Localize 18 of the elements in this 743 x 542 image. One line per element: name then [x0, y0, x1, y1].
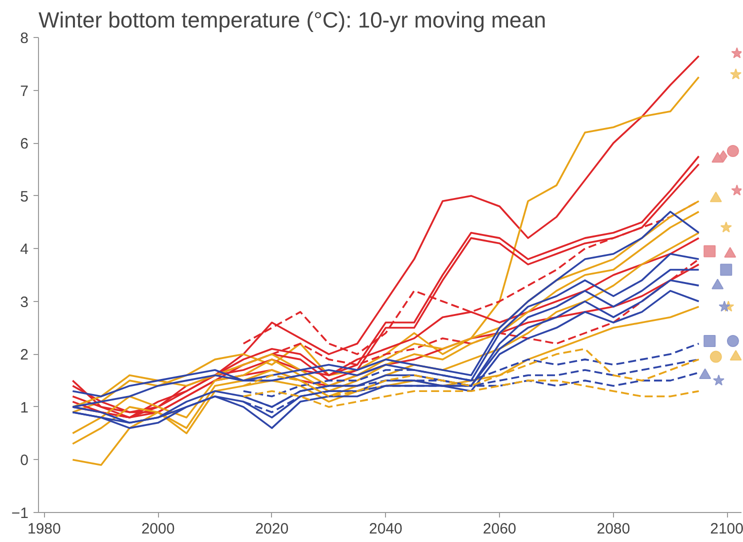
y-tick-label: 3	[20, 294, 28, 311]
x-tick-label: 2100	[710, 520, 743, 538]
y-tick-label: 5	[20, 188, 28, 206]
x-tick-label: 2040	[369, 520, 402, 538]
chart-title: Winter bottom temperature (°C): 10-yr moving mean	[38, 8, 546, 32]
x-tick-label: 1980	[28, 520, 61, 538]
y-tick-label: 1	[20, 399, 28, 416]
y-tick-label: −1	[11, 505, 29, 522]
x-tick-label: 2020	[255, 520, 289, 538]
y-tick-label: 7	[20, 82, 28, 100]
x-tick-label: 2060	[482, 520, 516, 538]
y-tick-label: 0	[20, 452, 28, 470]
y-tick-label: 4	[20, 241, 28, 258]
x-tick-label: 2080	[596, 520, 630, 538]
y-tick-label: 8	[20, 30, 28, 47]
x-tick-label: 2000	[141, 520, 175, 538]
y-tick-label: 6	[20, 136, 28, 153]
y-tick-label: 2	[20, 346, 28, 364]
